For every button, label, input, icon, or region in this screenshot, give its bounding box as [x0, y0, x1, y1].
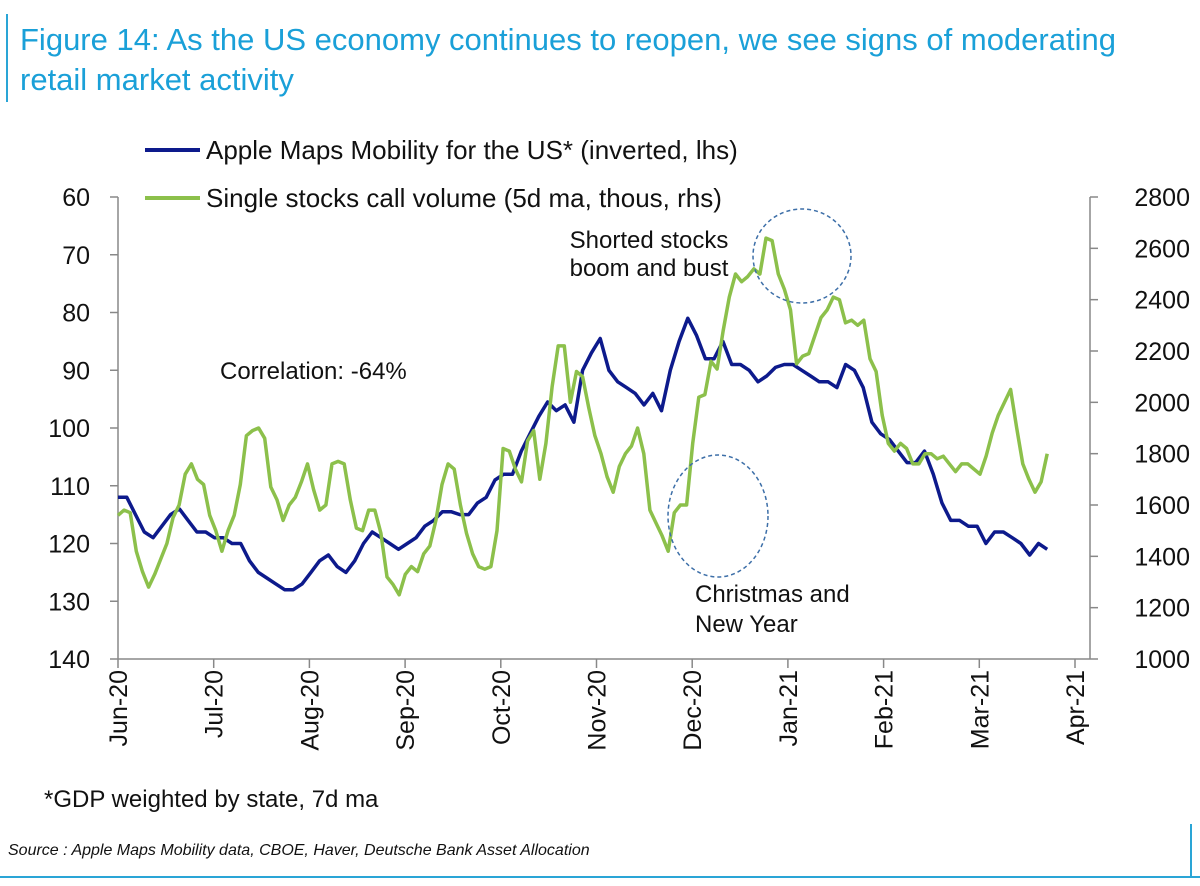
- y-left-tick-label: 110: [50, 473, 90, 501]
- x-tick-label: Jun-20: [105, 670, 133, 746]
- y-right-tick-label: 2000: [1134, 389, 1190, 417]
- y-left-tick-label: 130: [48, 588, 90, 616]
- footnote: *GDP weighted by state, 7d ma: [44, 786, 379, 813]
- x-tick-label: Feb-21: [871, 670, 899, 749]
- annotation-shorted-line: boom and bust: [570, 255, 729, 282]
- y-right-tick-label: 1800: [1134, 441, 1190, 469]
- series-layer: [116, 236, 1049, 597]
- y-right-tick-label: 2600: [1134, 235, 1190, 263]
- y-left-tick-label: 60: [62, 184, 90, 212]
- x-tick-label: Dec-20: [679, 670, 707, 751]
- x-tick-label: Jan-21: [775, 670, 803, 746]
- legend-label-mobility: Apple Maps Mobility for the US* (inverte…: [206, 135, 738, 165]
- axes: 60 70 80 90 100 110 120 130 140 1000 1200 1400 1600 1…: [48, 184, 1190, 751]
- x-tick-label: Aug-20: [296, 670, 324, 751]
- title-bar: Figure 14: As the US economy continues t…: [6, 14, 1194, 102]
- annotation-christmas-line: Christmas and: [695, 581, 850, 608]
- y-right-tick-label: 1000: [1134, 646, 1190, 674]
- y-left-tick-label: 100: [48, 415, 90, 443]
- annotation-circle-shorted: [752, 208, 852, 304]
- y-right-tick-label: 2800: [1134, 184, 1190, 212]
- y-left-tick-label: 80: [62, 300, 90, 328]
- legend: Apple Maps Mobility for the US* (inverte…: [145, 135, 738, 213]
- x-tick-label: Oct-20: [488, 670, 516, 745]
- y-right-tick-label: 2200: [1134, 338, 1190, 366]
- source-note: Source : Apple Maps Mobility data, CBOE,…: [8, 842, 590, 859]
- x-tick-label: Jul-20: [201, 670, 229, 738]
- legend-label-call-volume: Single stocks call volume (5d ma, thous,…: [206, 183, 722, 213]
- y-left-tick-label: 140: [48, 646, 90, 674]
- series-line-call-volume: [116, 236, 1049, 597]
- y-right-tick-label: 1600: [1134, 492, 1190, 520]
- y-right-tick-label: 1200: [1134, 595, 1190, 623]
- series-line-mobility: [118, 316, 1049, 592]
- x-tick-label: Sep-20: [392, 670, 420, 751]
- annotation-correlation: Correlation: -64%: [220, 358, 407, 385]
- y-left-tick-label: 120: [48, 531, 90, 559]
- annotation-shorted-line: Shorted stocks: [570, 227, 729, 254]
- y-right-tick-label: 2400: [1134, 287, 1190, 315]
- y-left-tick-label: 70: [62, 242, 90, 270]
- frame-rule-right: [1190, 824, 1192, 876]
- annotation-christmas-line: New Year: [695, 611, 798, 638]
- y-left-tick-label: 90: [62, 357, 90, 385]
- frame-rule-bottom: [0, 876, 1200, 878]
- x-tick-label: Nov-20: [584, 670, 612, 751]
- chart-title: Figure 14: As the US economy continues t…: [20, 22, 1116, 97]
- annotation-circle-christmas: [667, 454, 769, 578]
- x-tick-label: Apr-21: [1062, 670, 1090, 745]
- y-right-tick-label: 1400: [1134, 543, 1190, 571]
- x-tick-label: Mar-21: [966, 670, 994, 749]
